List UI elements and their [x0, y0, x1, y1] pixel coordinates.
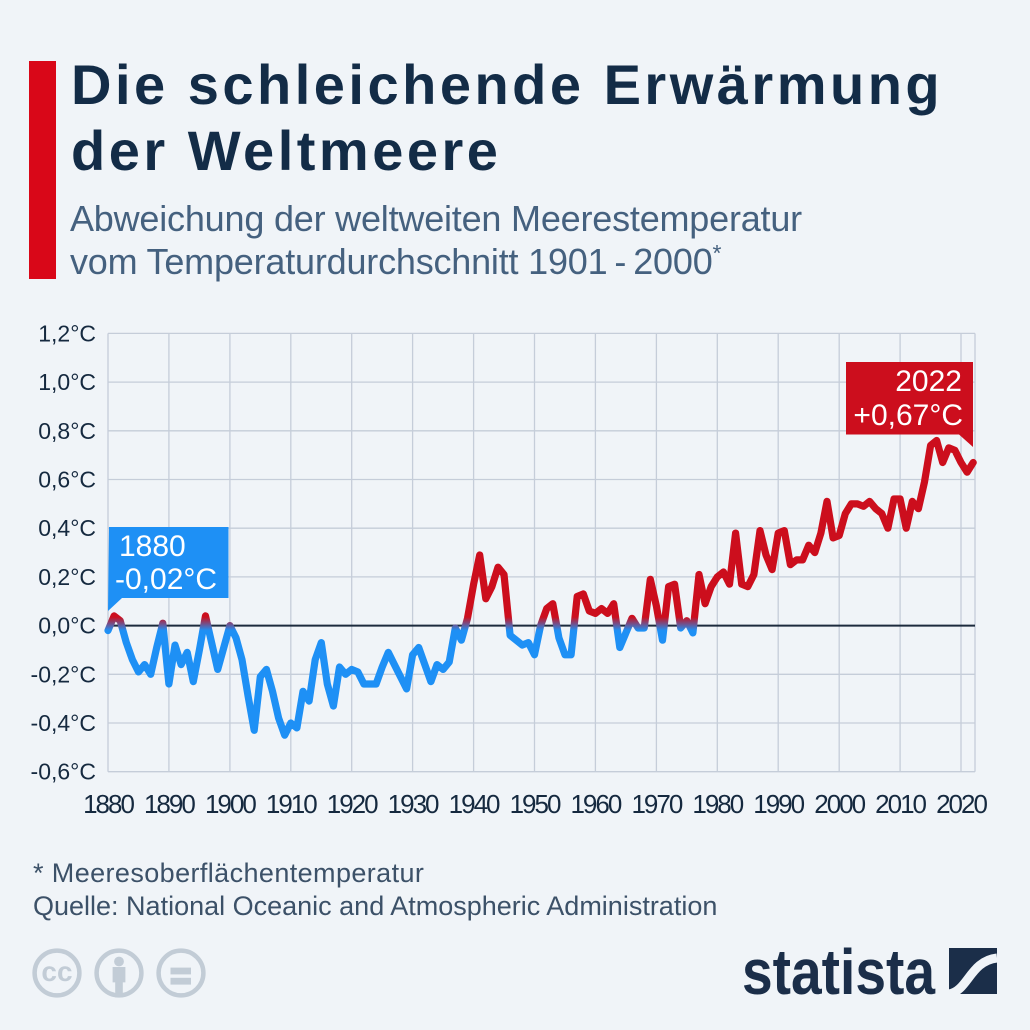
svg-text:statista: statista [742, 936, 935, 1000]
svg-text:cc: cc [41, 956, 72, 987]
svg-text:0,6°C: 0,6°C [38, 467, 96, 493]
svg-text:1910: 1910 [266, 789, 317, 819]
svg-text:1940: 1940 [449, 789, 500, 819]
svg-text:2010: 2010 [875, 789, 926, 819]
svg-text:1890: 1890 [144, 789, 195, 819]
svg-text:1920: 1920 [327, 789, 378, 819]
svg-text:1930: 1930 [388, 789, 439, 819]
svg-text:-0,02°C: -0,02°C [115, 563, 217, 596]
svg-text:1990: 1990 [753, 789, 804, 819]
svg-text:2022: 2022 [895, 365, 962, 398]
svg-text:1880: 1880 [83, 789, 134, 819]
svg-text:2020: 2020 [936, 789, 987, 819]
svg-text:1970: 1970 [631, 789, 682, 819]
svg-text:1880: 1880 [119, 530, 186, 563]
svg-text:1,0°C: 1,0°C [38, 369, 96, 395]
svg-text:0,4°C: 0,4°C [38, 515, 96, 541]
svg-text:0,8°C: 0,8°C [38, 418, 96, 444]
svg-text:+0,67°C: +0,67°C [853, 399, 963, 432]
svg-text:2000: 2000 [814, 789, 865, 819]
svg-text:1900: 1900 [205, 789, 256, 819]
svg-text:1,2°C: 1,2°C [38, 320, 96, 346]
svg-text:0,2°C: 0,2°C [38, 564, 96, 590]
svg-text:0,0°C: 0,0°C [38, 613, 96, 639]
svg-text:1950: 1950 [510, 789, 561, 819]
svg-text:-0,4°C: -0,4°C [31, 710, 96, 736]
svg-text:-0,6°C: -0,6°C [31, 759, 96, 785]
svg-text:-0,2°C: -0,2°C [31, 661, 96, 687]
svg-text:1960: 1960 [570, 789, 621, 819]
svg-text:1980: 1980 [692, 789, 743, 819]
